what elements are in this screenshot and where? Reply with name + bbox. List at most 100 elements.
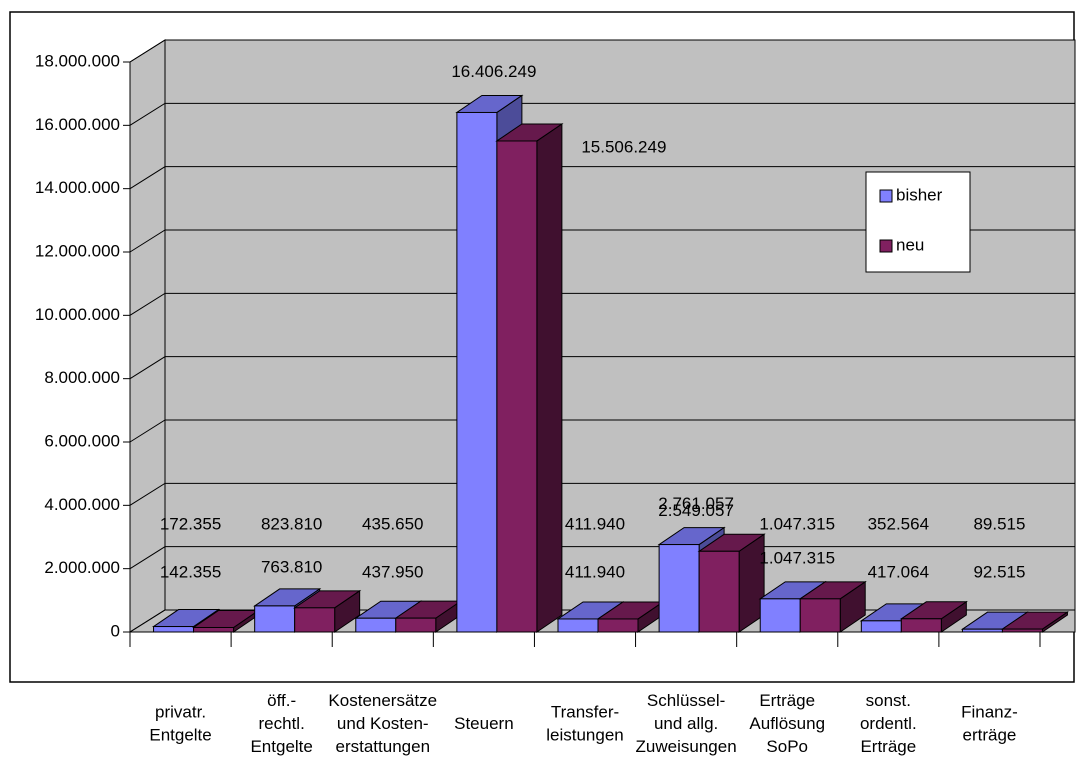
value-label: 823.810 (261, 514, 322, 533)
x-tick-label: Transfer-leistungen (546, 703, 624, 745)
legend-swatch (879, 239, 893, 253)
grid-line (129, 102, 1075, 126)
x-tick-label-line: Erträge (759, 691, 815, 710)
value-label: 2.761.057 (658, 494, 734, 513)
bar (394, 600, 463, 633)
grid-line (129, 546, 1075, 570)
x-tick-label: Schlüssel-und allg. Zuweisungen (636, 691, 737, 756)
bar-front (799, 598, 841, 633)
x-tick-label-line: Finanz- (961, 703, 1018, 722)
y-tick-label: 12.000.000 (35, 241, 120, 260)
bar-front (900, 618, 942, 633)
x-tick-label-line: rechtl. (259, 714, 305, 733)
x-tick-label-line: Auflösung (749, 714, 825, 733)
grid-line (129, 292, 1075, 316)
bar (293, 589, 362, 633)
bar-front (597, 618, 639, 633)
bar (191, 609, 261, 633)
value-label: 417.064 (868, 562, 929, 581)
x-tick-label-line: Erträge (860, 737, 916, 756)
y-tick-label: 18.000.000 (35, 51, 120, 70)
y-tick-label: 14.000.000 (35, 178, 120, 197)
grid-line (129, 166, 1075, 190)
bar-front (254, 605, 296, 633)
legend-label: bisher (896, 185, 943, 204)
grid-line (129, 229, 1075, 253)
x-tick-label: Kostenersätze und Kosten-erstattungen (328, 691, 437, 756)
x-tick-label-line: Steuern (454, 714, 514, 733)
x-tick-label-line: Zuweisungen (636, 737, 737, 756)
x-tick-label-line: Kostenersätze (328, 691, 437, 710)
x-tick-label-line: Schlüssel- (647, 691, 725, 710)
x-tick-label: Erträge Auflösung SoPo (749, 691, 825, 756)
x-tick-label-line: erträge (963, 726, 1017, 745)
x-tick-label-line: Transfer- (551, 703, 619, 722)
x-tick-label: Finanz-erträge (961, 703, 1018, 745)
x-tick-label-line: leistungen (546, 726, 624, 745)
grid-line (129, 419, 1075, 443)
value-label: 411.940 (565, 562, 625, 581)
bar-front (355, 617, 397, 633)
bar-front (193, 626, 235, 633)
legend (865, 171, 971, 273)
y-tick-label: 6.000.000 (44, 431, 120, 450)
y-tick-label: 10.000.000 (35, 305, 120, 324)
bar-front (961, 628, 1003, 633)
y-tick-label: 4.000.000 (44, 495, 120, 514)
x-tick-label-line: Entgelte (149, 726, 211, 745)
x-tick-label-line: erstattungen (336, 737, 431, 756)
value-label: 172.355 (160, 514, 221, 533)
bar (697, 533, 766, 633)
y-tick-label: 16.000.000 (35, 115, 120, 134)
value-label: 89.515 (973, 514, 1025, 533)
x-tick-label-line: privatr. (155, 703, 206, 722)
legend-swatch (879, 189, 893, 203)
bar-front (456, 111, 498, 633)
x-tick-label: sonst. ordentl. Erträge (860, 691, 917, 756)
y-tick-label: 2.000.000 (44, 558, 120, 577)
x-tick-label-line: ordentl. (860, 714, 917, 733)
bar-front (496, 140, 538, 633)
legend-label: neu (896, 235, 924, 254)
value-label: 15.506.249 (581, 137, 666, 156)
x-tick-label-line: und allg. (654, 714, 718, 733)
bar-front (658, 544, 700, 633)
value-label: 435.650 (362, 514, 423, 533)
x-tick-label: Steuern (454, 714, 514, 733)
value-label: 142.355 (160, 562, 221, 581)
value-label: 92.515 (973, 562, 1025, 581)
x-tick-label-line: SoPo (766, 737, 808, 756)
bar-front (557, 618, 599, 633)
bar-front (395, 617, 437, 633)
x-tick-label-line: sonst. (866, 691, 911, 710)
bar-side (536, 123, 563, 633)
bar (495, 123, 564, 633)
value-label: 2.549.057 (658, 501, 734, 520)
bar-front (860, 620, 902, 633)
y-tick-label: 0 (111, 621, 120, 640)
grid-line (129, 39, 1075, 63)
value-label: 763.810 (261, 557, 322, 576)
bar-front (759, 598, 801, 633)
x-tick-label-line: öff.- (267, 691, 296, 710)
value-label: 352.564 (868, 514, 929, 533)
x-tick-label-line: Entgelte (250, 737, 312, 756)
bar-front (294, 607, 336, 633)
value-label: 411.940 (565, 514, 625, 533)
bar-front (698, 550, 740, 633)
value-label: 16.406.249 (451, 62, 536, 81)
x-tick-label: öff.- rechtl. Entgelte (250, 691, 312, 756)
value-label: 437.950 (362, 562, 423, 581)
bar (1000, 611, 1070, 633)
bar (798, 580, 867, 633)
x-tick-label-line: und Kosten- (337, 714, 429, 733)
bar-front (1001, 628, 1043, 633)
bar (899, 600, 968, 633)
value-label: 1.047.315 (759, 548, 835, 567)
y-tick-label: 8.000.000 (44, 368, 120, 387)
bar-front (153, 626, 195, 633)
grid-line (129, 482, 1075, 506)
value-label: 1.047.315 (759, 514, 835, 533)
